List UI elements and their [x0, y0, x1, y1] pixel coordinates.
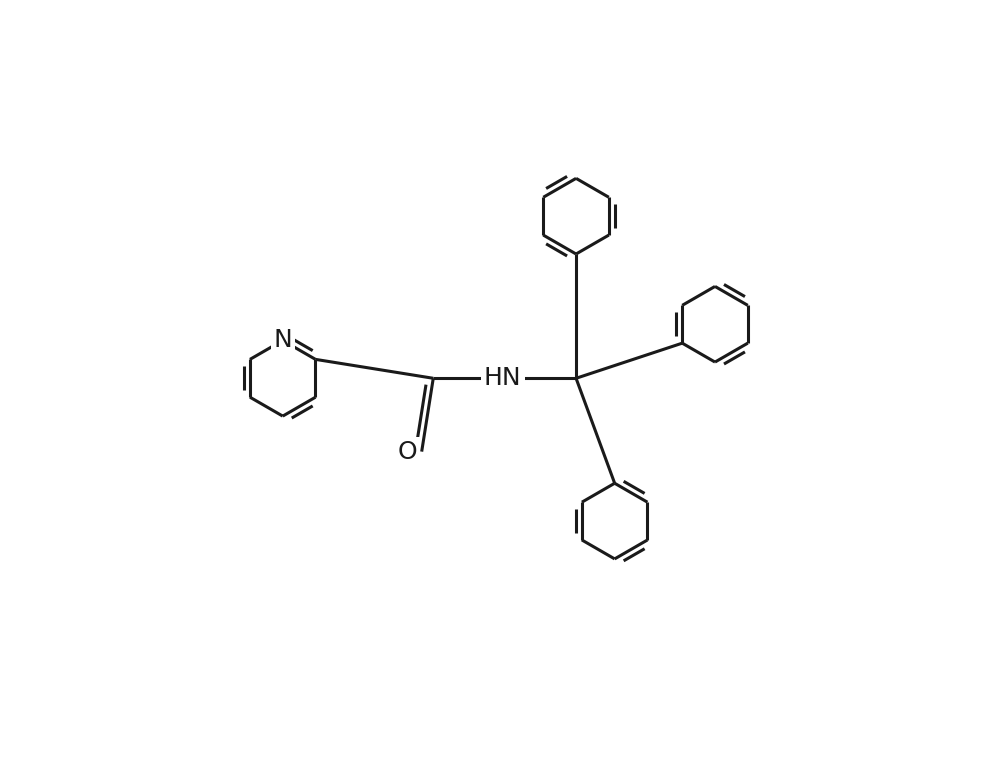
Text: N: N: [273, 328, 292, 353]
Text: O: O: [398, 439, 417, 464]
Text: HN: HN: [484, 366, 522, 391]
